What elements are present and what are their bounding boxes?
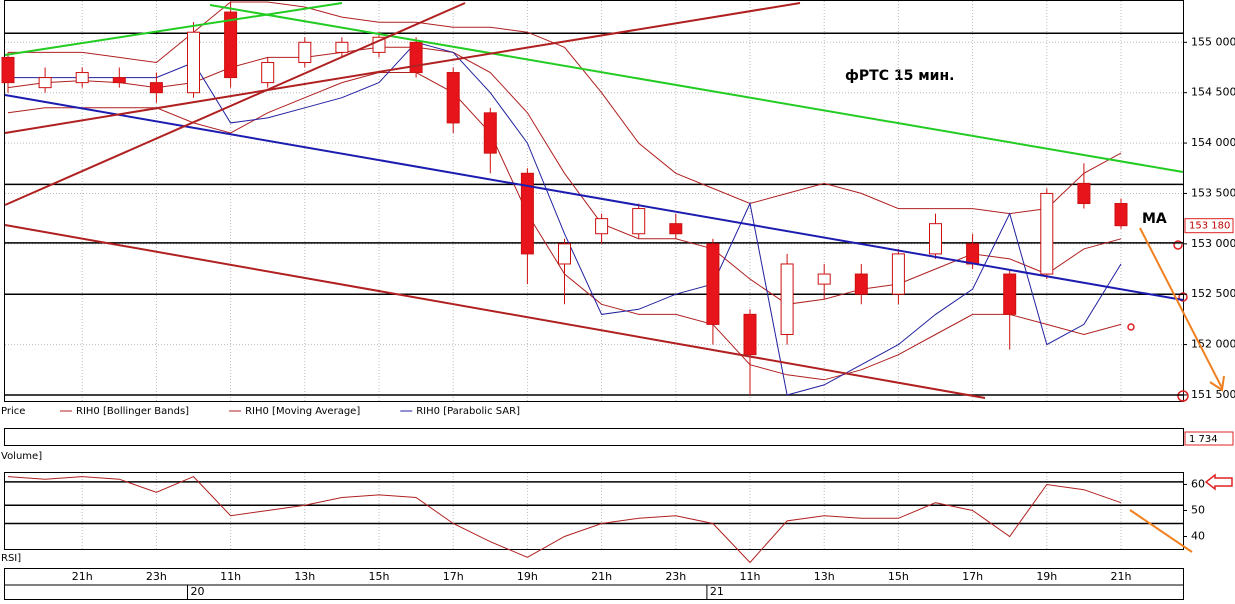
rsi-line (7, 476, 1122, 564)
x-tick-label: 21h (591, 570, 612, 583)
y-tick-label: 153 000 (1191, 237, 1235, 250)
markers (1127, 240, 1233, 491)
x-tick-label: 21h (1111, 570, 1132, 583)
volume-last: 1 734 (1189, 434, 1218, 445)
candle-body (929, 223, 942, 255)
x-tick-label: 11h (220, 570, 241, 583)
x-tick-label: 19h (1036, 570, 1057, 583)
candle-body (706, 243, 720, 325)
marker-arrow (1204, 473, 1233, 491)
candle-body (669, 223, 683, 235)
x-tick-label: 21h (72, 570, 93, 583)
trend-line (4, 2, 466, 206)
candle-body (224, 11, 238, 79)
candle-body (38, 77, 52, 89)
y-tick-label: 152 500 (1191, 287, 1235, 300)
candle-body (632, 208, 646, 235)
panel-label: RSI] (1, 553, 21, 564)
volume-frame (4, 428, 1184, 446)
candle-body (743, 313, 757, 356)
candle-body (149, 82, 163, 94)
y-tick-label: 154 000 (1191, 136, 1235, 149)
candle-body (966, 243, 980, 265)
x-tick-label: 17h (443, 570, 464, 583)
last-price-box (1184, 218, 1234, 234)
candle-body (1114, 203, 1128, 227)
candle-body (483, 112, 497, 154)
candle-body (409, 41, 423, 74)
forecast-arrow (1139, 227, 1223, 389)
marker (1173, 240, 1183, 250)
chart-title: фРТС 15 мин. (845, 68, 954, 84)
marker (1127, 323, 1135, 331)
candle-body (261, 61, 275, 84)
price-frame (4, 0, 1184, 402)
annotation: МА (1142, 211, 1167, 227)
panel-label: Price (1, 406, 25, 417)
candle-body (558, 243, 571, 265)
rsi-frame (4, 472, 1184, 550)
trend-line (4, 94, 1184, 301)
candle-body (446, 72, 460, 124)
candle-body (891, 253, 905, 295)
candle-body (112, 77, 126, 84)
trend-line (4, 2, 801, 134)
candle-body (1040, 192, 1054, 275)
legend-label: RIH0 [Bollinger Bands] (76, 406, 189, 417)
x-tick-label: 17h (962, 570, 983, 583)
trend-line (209, 4, 1184, 173)
candle-body (1, 56, 15, 84)
candle-body (817, 273, 831, 285)
x-tick-label: 13h (814, 570, 835, 583)
candle-body (187, 31, 200, 94)
panel-label: Volume] (1, 451, 42, 462)
date-label: 20 (191, 585, 205, 598)
x-tick-label: 19h (517, 570, 538, 583)
legend-label: RIH0 [Parabolic SAR] (416, 406, 520, 417)
candle-body (780, 263, 794, 336)
marker (1178, 292, 1188, 302)
x-tick-label: 23h (146, 570, 167, 583)
candle-body (298, 41, 312, 63)
trend-line (4, 2, 343, 56)
candle-body (1003, 273, 1017, 315)
x-tick-label: 15h (369, 570, 390, 583)
y-tick-label: 154 500 (1191, 86, 1235, 99)
last-price-label: 153 180 (1189, 221, 1230, 232)
candle-body (595, 218, 609, 235)
x-tick-label: 15h (888, 570, 909, 583)
time-frame (4, 568, 1184, 600)
y-tick-label: 40 (1191, 530, 1205, 543)
y-tick-label: 60 (1191, 477, 1205, 490)
x-tick-label: 23h (665, 570, 686, 583)
trend-lines (4, 2, 1225, 553)
legend-label: RIH0 [Moving Average] (245, 406, 360, 417)
candle-body (75, 72, 89, 84)
forecast-arrow (1129, 509, 1193, 553)
y-tick-label: 155 000 (1191, 35, 1235, 48)
date-label: 21 (710, 585, 724, 598)
candle-body (520, 172, 534, 255)
arrow-head (1209, 375, 1225, 392)
y-tick-label: 153 500 (1191, 186, 1235, 199)
value-box (1184, 431, 1234, 446)
x-tick-label: 13h (294, 570, 315, 583)
marker (1177, 390, 1189, 402)
y-tick-label: 50 (1191, 503, 1205, 516)
candle-body (335, 41, 349, 53)
candle-body (1077, 182, 1091, 205)
trend-line (4, 224, 986, 399)
y-tick-label: 151 500 (1191, 388, 1235, 401)
candle-body (854, 273, 868, 295)
x-tick-label: 11h (740, 570, 761, 583)
